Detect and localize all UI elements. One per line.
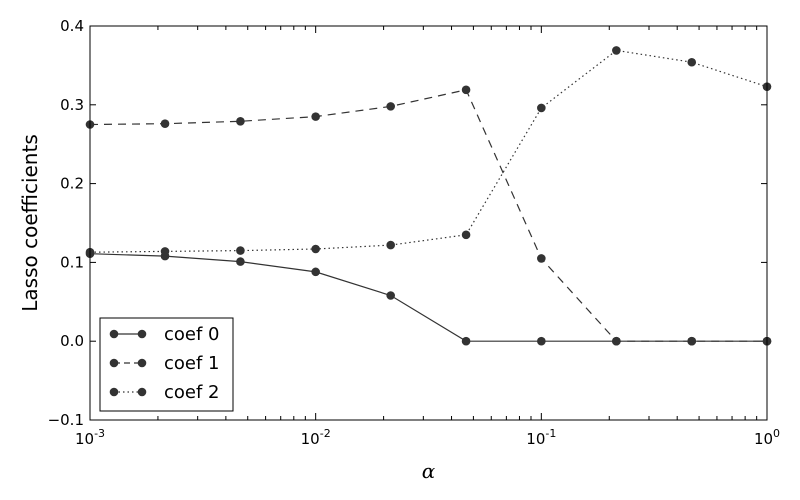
plot-frame bbox=[89, 25, 768, 421]
data-point bbox=[461, 230, 471, 240]
y-tick-label: 0.0 bbox=[60, 332, 84, 350]
legend-marker bbox=[109, 329, 119, 339]
data-point bbox=[311, 112, 320, 121]
series-2 bbox=[85, 46, 772, 257]
x-axis-label: α bbox=[422, 459, 436, 483]
legend-item: coef 2 bbox=[109, 382, 220, 403]
y-tick-label: 0.4 bbox=[60, 17, 84, 35]
legend-marker bbox=[109, 358, 119, 368]
x-tick-label: 10-2 bbox=[301, 427, 331, 448]
legend-label: coef 1 bbox=[164, 353, 220, 374]
data-point bbox=[687, 336, 697, 346]
legend-marker bbox=[137, 358, 147, 368]
data-point bbox=[236, 246, 245, 255]
legend-marker bbox=[137, 329, 147, 339]
y-axis-label: Lasso coefficients bbox=[18, 134, 42, 312]
data-point bbox=[386, 102, 395, 111]
legend-marker bbox=[137, 387, 147, 397]
data-point bbox=[311, 267, 320, 277]
data-point bbox=[236, 117, 245, 126]
legend-item: coef 0 bbox=[109, 324, 220, 345]
legend: coef 0 coef 1 coef 2 bbox=[99, 317, 234, 412]
x-tick-label: 100 bbox=[754, 427, 780, 448]
data-point bbox=[160, 119, 170, 129]
x-tick-label: 10-3 bbox=[75, 427, 105, 448]
tick-labels: −0.1 0.0 0.1 0.2 0.3 0.4 10-3 10-2 10-1 100 bbox=[48, 17, 780, 448]
data-point bbox=[537, 336, 546, 346]
series-line bbox=[89, 49, 768, 253]
data-point bbox=[687, 57, 697, 67]
data-point bbox=[461, 336, 471, 346]
data-point bbox=[612, 46, 621, 55]
data-point bbox=[386, 291, 395, 300]
y-tick-label: 0.1 bbox=[60, 253, 84, 271]
data-point bbox=[537, 254, 546, 263]
data-point bbox=[386, 240, 395, 250]
data-point bbox=[461, 85, 471, 95]
y-tick-label: 0.2 bbox=[60, 175, 84, 193]
series-1 bbox=[85, 85, 772, 346]
x-tick-label: 10-1 bbox=[526, 427, 556, 448]
data-point bbox=[537, 103, 546, 113]
legend-label: coef 2 bbox=[164, 382, 220, 403]
legend-marker bbox=[109, 387, 119, 397]
series-layer bbox=[85, 46, 772, 346]
data-point bbox=[311, 244, 320, 254]
y-tick-label: 0.3 bbox=[60, 96, 84, 114]
data-point bbox=[160, 247, 170, 256]
y-tick-label: −0.1 bbox=[48, 411, 84, 429]
series-line bbox=[89, 253, 767, 342]
series-line bbox=[89, 89, 767, 342]
data-point bbox=[612, 336, 621, 346]
legend-label: coef 0 bbox=[164, 324, 220, 345]
data-point bbox=[236, 257, 245, 266]
legend-item: coef 1 bbox=[109, 353, 220, 374]
